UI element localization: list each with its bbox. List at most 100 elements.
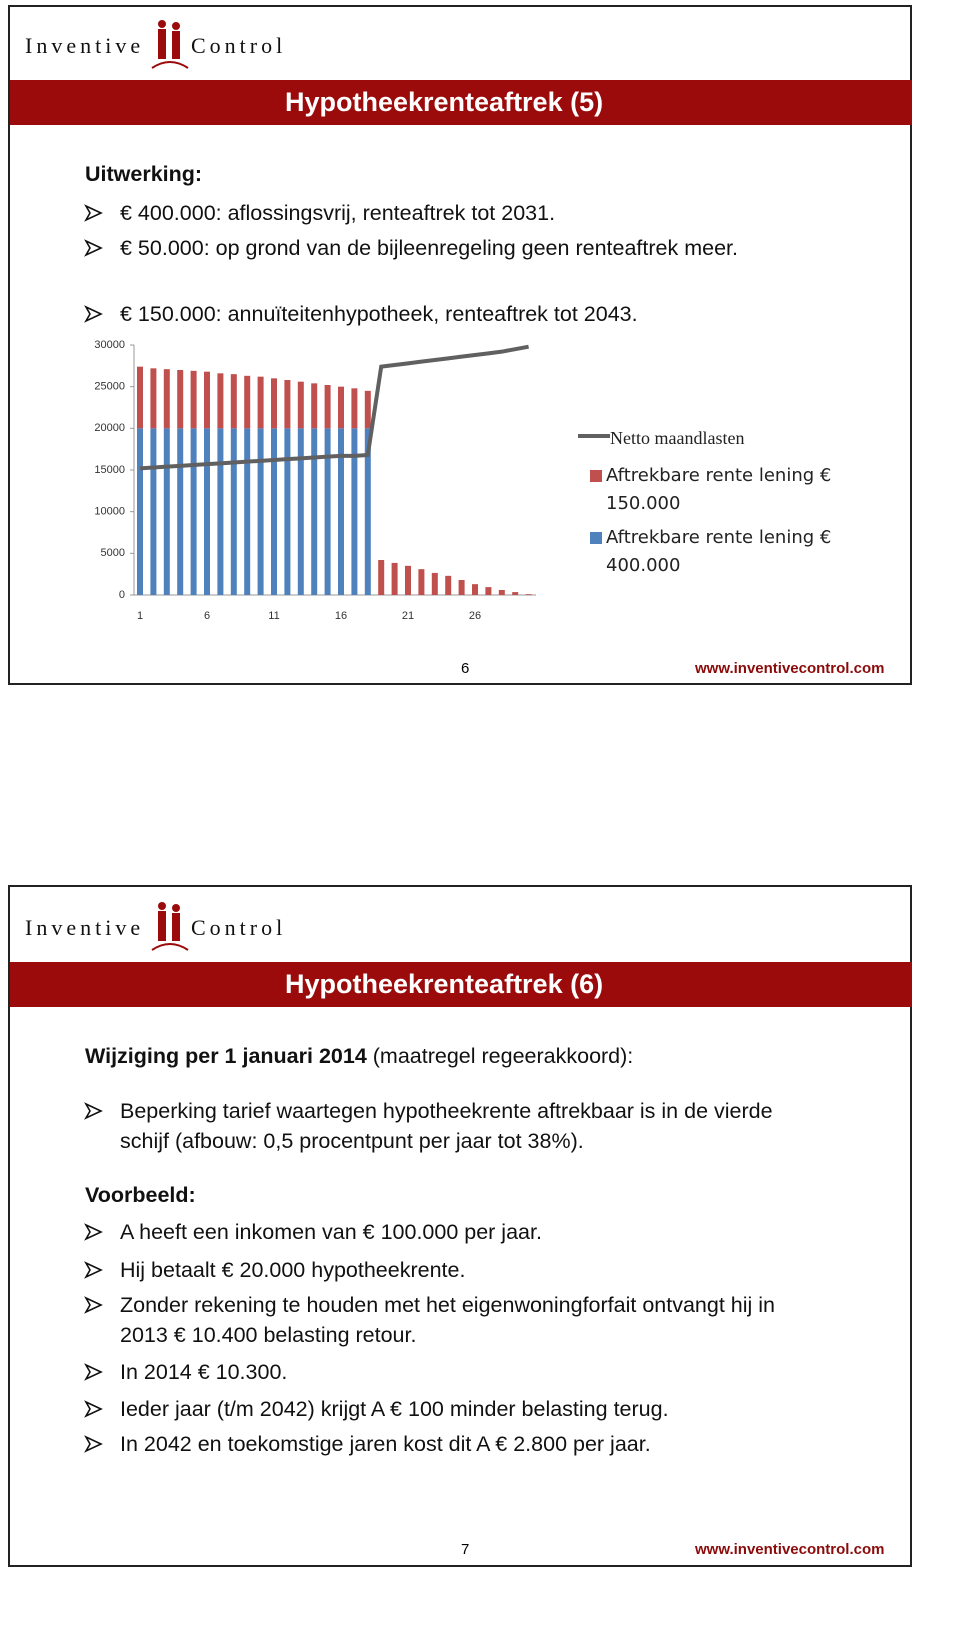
bar xyxy=(177,428,184,595)
bar xyxy=(190,428,197,595)
bar xyxy=(378,560,385,595)
bar xyxy=(150,368,157,429)
bar xyxy=(418,569,425,595)
bar xyxy=(311,428,318,595)
bar xyxy=(230,428,237,595)
x-tick-label: 21 xyxy=(402,610,414,622)
bar xyxy=(351,388,358,429)
bar xyxy=(271,428,277,595)
footer-url: www.inventivecontrol.com xyxy=(695,660,885,677)
bullet: In 2014 € 10.300. xyxy=(120,1360,288,1384)
y-tick-label: 0 xyxy=(119,589,125,601)
slide xyxy=(8,5,912,685)
bar xyxy=(271,378,277,429)
bar xyxy=(137,366,143,429)
bullet: A heeft een inkomen van € 100.000 per ja… xyxy=(120,1220,542,1244)
footer-url: www.inventivecontrol.com xyxy=(695,1541,885,1558)
logo-text: Inventive xyxy=(25,33,145,58)
legend-swatch xyxy=(590,470,602,482)
bar xyxy=(458,580,465,595)
bar xyxy=(204,371,210,429)
bar xyxy=(431,572,438,595)
subheading: Voorbeeld: xyxy=(85,1183,196,1207)
bar xyxy=(244,375,251,429)
bar xyxy=(163,369,170,429)
logo-text: Control xyxy=(191,915,287,940)
y-tick-label: 15000 xyxy=(94,464,125,476)
slide-title: Hypotheekrenteaftrek (5) xyxy=(10,80,912,125)
slide-title: Hypotheekrenteaftrek (6) xyxy=(10,962,912,1007)
bar xyxy=(217,373,224,429)
bar xyxy=(498,590,505,595)
bar xyxy=(297,428,304,595)
bullet-icon xyxy=(84,305,103,323)
bullet: Hij betaalt € 20.000 hypotheekrente. xyxy=(120,1258,466,1282)
x-tick-label: 1 xyxy=(137,610,143,622)
legend-swatch xyxy=(590,532,602,544)
bar xyxy=(257,428,264,595)
bar xyxy=(204,428,210,595)
bar xyxy=(364,390,371,429)
bullet-icon xyxy=(84,1102,103,1120)
bullet-icon xyxy=(84,1261,103,1279)
legend-label: Netto maandlasten xyxy=(610,428,745,448)
bar xyxy=(472,584,478,595)
bar xyxy=(137,428,143,595)
heading: Wijziging per 1 januari 2014 (maatregel … xyxy=(85,1044,633,1069)
bar xyxy=(338,428,344,595)
bar xyxy=(297,381,304,429)
legend-swatch xyxy=(578,434,610,438)
bullet-icon xyxy=(84,1363,103,1381)
logo-text: Control xyxy=(191,33,287,58)
line xyxy=(139,344,529,471)
bar xyxy=(177,370,184,429)
page-number: 6 xyxy=(461,660,470,677)
bullet: Zonder rekening te houden met het eigenw… xyxy=(120,1293,775,1347)
bullet: Ieder jaar (t/m 2042) krijgt A € 100 min… xyxy=(120,1397,669,1421)
bar xyxy=(405,565,411,595)
bar xyxy=(257,376,264,429)
bar xyxy=(311,383,318,429)
bar xyxy=(351,428,358,595)
bar xyxy=(525,594,532,595)
y-tick-label: 25000 xyxy=(94,381,125,393)
y-tick-label: 30000 xyxy=(94,339,125,351)
page-number: 7 xyxy=(461,1541,470,1558)
bar xyxy=(324,428,331,595)
bar xyxy=(324,385,331,429)
x-tick-label: 11 xyxy=(268,610,279,622)
bar xyxy=(338,386,344,429)
bar xyxy=(512,592,519,595)
legend-label: Aftrekbare rente lening € 400.000 xyxy=(606,527,832,576)
bullet: In 2042 en toekomstige jaren kost dit A … xyxy=(120,1432,651,1456)
bullet-icon xyxy=(84,1435,103,1453)
bar xyxy=(217,428,224,595)
bar xyxy=(163,428,170,595)
bar xyxy=(284,428,291,595)
bullet: € 50.000: op grond van de bijleenregelin… xyxy=(120,236,738,260)
bullet-icon xyxy=(84,1223,103,1241)
bar xyxy=(391,562,398,595)
bullet-icon xyxy=(84,1400,103,1418)
heading-bold: Wijziging per 1 januari 2014 xyxy=(85,1044,367,1068)
x-tick-label: 26 xyxy=(469,610,481,622)
bullet-icon xyxy=(84,239,103,257)
slide xyxy=(8,885,912,1567)
bar xyxy=(445,575,452,595)
bar xyxy=(364,428,371,595)
bar xyxy=(150,428,157,595)
bullet: Beperking tarief waartegen hypotheekrent… xyxy=(120,1099,773,1153)
bullet: € 150.000: annuïteitenhypotheek, renteaf… xyxy=(120,302,638,326)
x-tick-label: 6 xyxy=(204,610,210,622)
heading-rest: (maatregel regeerakkoord): xyxy=(372,1044,634,1068)
bar xyxy=(485,587,492,595)
legend-label: Aftrekbare rente lening € 150.000 xyxy=(606,465,832,514)
y-tick-label: 10000 xyxy=(94,506,125,518)
logo-icon xyxy=(151,902,189,951)
bullet-icon xyxy=(84,1296,103,1314)
y-tick-label: 20000 xyxy=(94,422,125,434)
bar xyxy=(244,428,251,595)
bar xyxy=(190,370,197,429)
